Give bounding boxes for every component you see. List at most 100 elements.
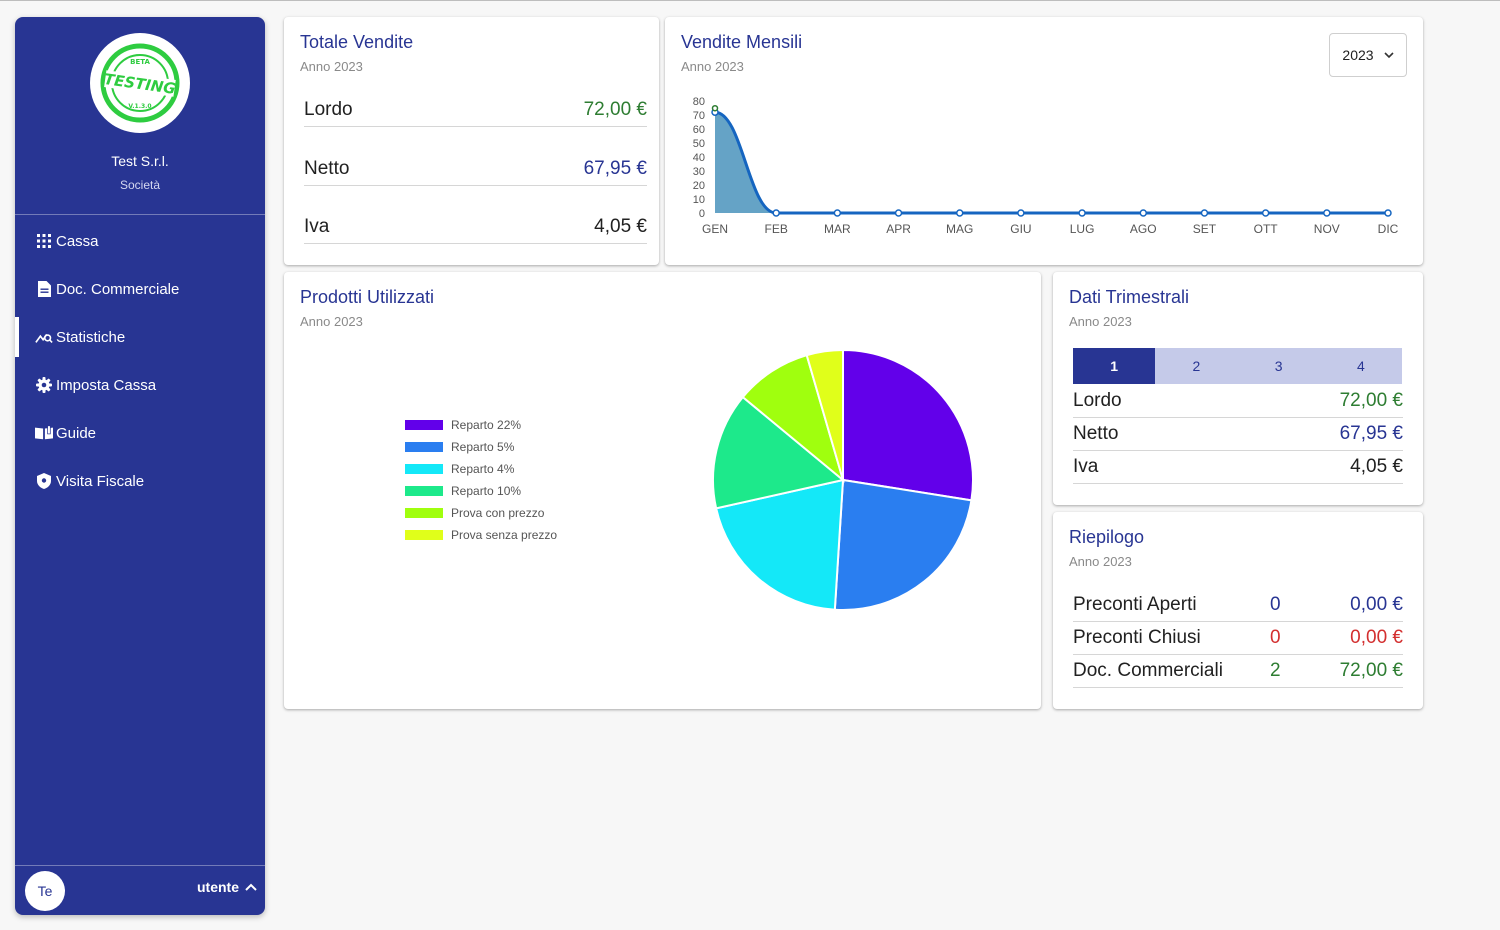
summary-row-preconti-aperti: Preconti Aperti 0 0,00 € <box>1073 588 1403 622</box>
nav-item-imposta-cassa[interactable]: Imposta Cassa <box>15 361 265 409</box>
y-tick-label: 80 <box>693 96 705 108</box>
legend-item[interactable]: Prova senza prezzo <box>405 524 557 546</box>
tab-quarter-3[interactable]: 3 <box>1274 358 1283 374</box>
svg-text:BETA: BETA <box>130 58 150 66</box>
card-subtitle: Anno 2023 <box>300 314 363 329</box>
year-select[interactable]: 2023 <box>1329 33 1407 77</box>
data-point <box>1078 209 1086 217</box>
data-point <box>1200 209 1209 217</box>
row-count: 2 <box>1270 660 1281 681</box>
x-tick-label: SET <box>1193 222 1217 236</box>
legend-label: Reparto 4% <box>451 462 515 476</box>
row-value: 72,00 € <box>1339 389 1403 411</box>
company-type: Società <box>119 178 161 192</box>
nav-label: Doc. Commerciale <box>56 280 180 298</box>
legend-item[interactable]: Reparto 4% <box>405 458 557 480</box>
tab-quarter-1[interactable]: 1 <box>1073 348 1156 384</box>
grid-icon <box>35 232 53 250</box>
y-tick-label: 10 <box>693 194 705 206</box>
x-tick-label: OTT <box>1254 222 1279 236</box>
kv-row-iva: Iva 4,05 € <box>1073 450 1403 484</box>
avatar[interactable]: Te <box>25 871 65 911</box>
row-label: Netto <box>304 157 350 179</box>
nav-item-cassa[interactable]: Cassa <box>15 217 265 265</box>
row-value: 67,95 € <box>583 157 647 179</box>
quarter-tabs: 1 2 3 4 <box>1073 348 1402 384</box>
tab-quarter-2[interactable]: 2 <box>1192 358 1201 374</box>
book-icon <box>35 424 53 442</box>
row-count: 0 <box>1270 627 1281 648</box>
y-tick-label: 60 <box>693 124 705 136</box>
y-tick-label: 50 <box>693 138 705 150</box>
nav-item-guide[interactable]: Guide <box>15 409 265 457</box>
legend-item[interactable]: Reparto 5% <box>405 436 557 458</box>
data-point <box>1384 209 1392 217</box>
area-fill <box>715 112 1388 213</box>
pie-slice <box>714 478 845 611</box>
card-subtitle: Anno 2023 <box>1069 314 1132 329</box>
row-value: 72,00 € <box>583 98 647 120</box>
legend-swatch <box>405 486 443 496</box>
nav-item-doc-commerciale[interactable]: Doc. Commerciale <box>15 265 265 313</box>
totale-vendite-card: Totale Vendite Anno 2023 Lordo 72,00 € N… <box>284 17 659 265</box>
card-subtitle: Anno 2023 <box>681 59 744 74</box>
user-menu-button[interactable]: utente <box>197 879 257 895</box>
nav-label: Visita Fiscale <box>56 472 145 490</box>
x-tick-label: GIU <box>1010 222 1031 236</box>
row-count: 0 <box>1270 594 1281 615</box>
x-tick-label: NOV <box>1314 222 1340 236</box>
nav-label: Statistiche <box>56 328 126 346</box>
document-icon <box>35 280 53 298</box>
legend-item[interactable]: Prova con prezzo <box>405 502 557 524</box>
data-point <box>1139 209 1148 217</box>
data-point <box>772 209 780 217</box>
data-point <box>1017 209 1025 217</box>
pie-slice <box>833 478 973 611</box>
nav-item-statistiche[interactable]: Statistiche <box>15 313 265 361</box>
legend-label: Reparto 5% <box>451 440 515 454</box>
data-point <box>833 209 842 217</box>
y-tick-label: 0 <box>699 208 705 220</box>
x-tick-label: LUG <box>1070 222 1095 236</box>
products-pie-chart <box>712 348 974 611</box>
row-label: Lordo <box>304 98 353 120</box>
vendite-mensili-card: Vendite Mensili Anno 2023 2023 0 10 20 30 40… <box>665 17 1423 265</box>
card-title: Totale Vendite <box>300 32 414 52</box>
pie-slice <box>741 353 845 483</box>
card-subtitle: Anno 2023 <box>300 59 363 74</box>
year-select-value: 2023 <box>1342 47 1374 63</box>
svg-text:V.1.3.0: V.1.3.0 <box>128 103 151 110</box>
y-tick-label: 30 <box>693 166 705 178</box>
sidebar-divider <box>15 214 265 215</box>
data-point <box>1261 209 1270 217</box>
row-value: 67,95 € <box>1339 422 1403 444</box>
legend-item[interactable]: Reparto 10% <box>405 480 557 502</box>
kv-row-lordo: Lordo 72,00 € <box>1073 384 1403 418</box>
row-amount: 0,00 € <box>1350 594 1403 615</box>
tab-quarter-4[interactable]: 4 <box>1356 358 1365 374</box>
row-value: 4,05 € <box>1350 455 1403 477</box>
legend-swatch <box>405 508 443 518</box>
data-point <box>955 209 964 217</box>
legend-swatch <box>405 442 443 452</box>
nav-label: Cassa <box>56 232 99 250</box>
card-title: Riepilogo <box>1069 527 1145 547</box>
kv-row-lordo: Lordo 72,00 € <box>304 93 647 127</box>
row-label: Iva <box>304 215 330 237</box>
x-tick-label: APR <box>886 222 911 236</box>
testing-stamp-logo: BETA TESTING V.1.3.0 <box>100 43 180 123</box>
legend-item[interactable]: Reparto 22% <box>405 414 557 436</box>
row-amount: 0,00 € <box>1350 627 1403 648</box>
gear-icon <box>35 376 53 394</box>
kv-row-netto: Netto 67,95 € <box>1073 417 1403 451</box>
monthly-sales-chart: 0 10 20 30 40 50 60 70 80 GEN FEB MAR APR MAG GIU LUG AG… <box>693 96 1399 236</box>
nav-item-visita-fiscale[interactable]: Visita Fiscale <box>15 457 265 505</box>
card-title: Prodotti Utilizzati <box>300 287 435 307</box>
row-label: Doc. Commerciali <box>1073 660 1223 681</box>
row-value: 4,05 € <box>594 215 647 237</box>
legend-swatch <box>405 530 443 540</box>
riepilogo-card: Riepilogo Anno 2023 Preconti Aperti 0 0,… <box>1053 512 1423 709</box>
row-label: Preconti Aperti <box>1073 594 1197 615</box>
data-point <box>894 209 903 217</box>
row-label: Preconti Chiusi <box>1073 627 1201 648</box>
